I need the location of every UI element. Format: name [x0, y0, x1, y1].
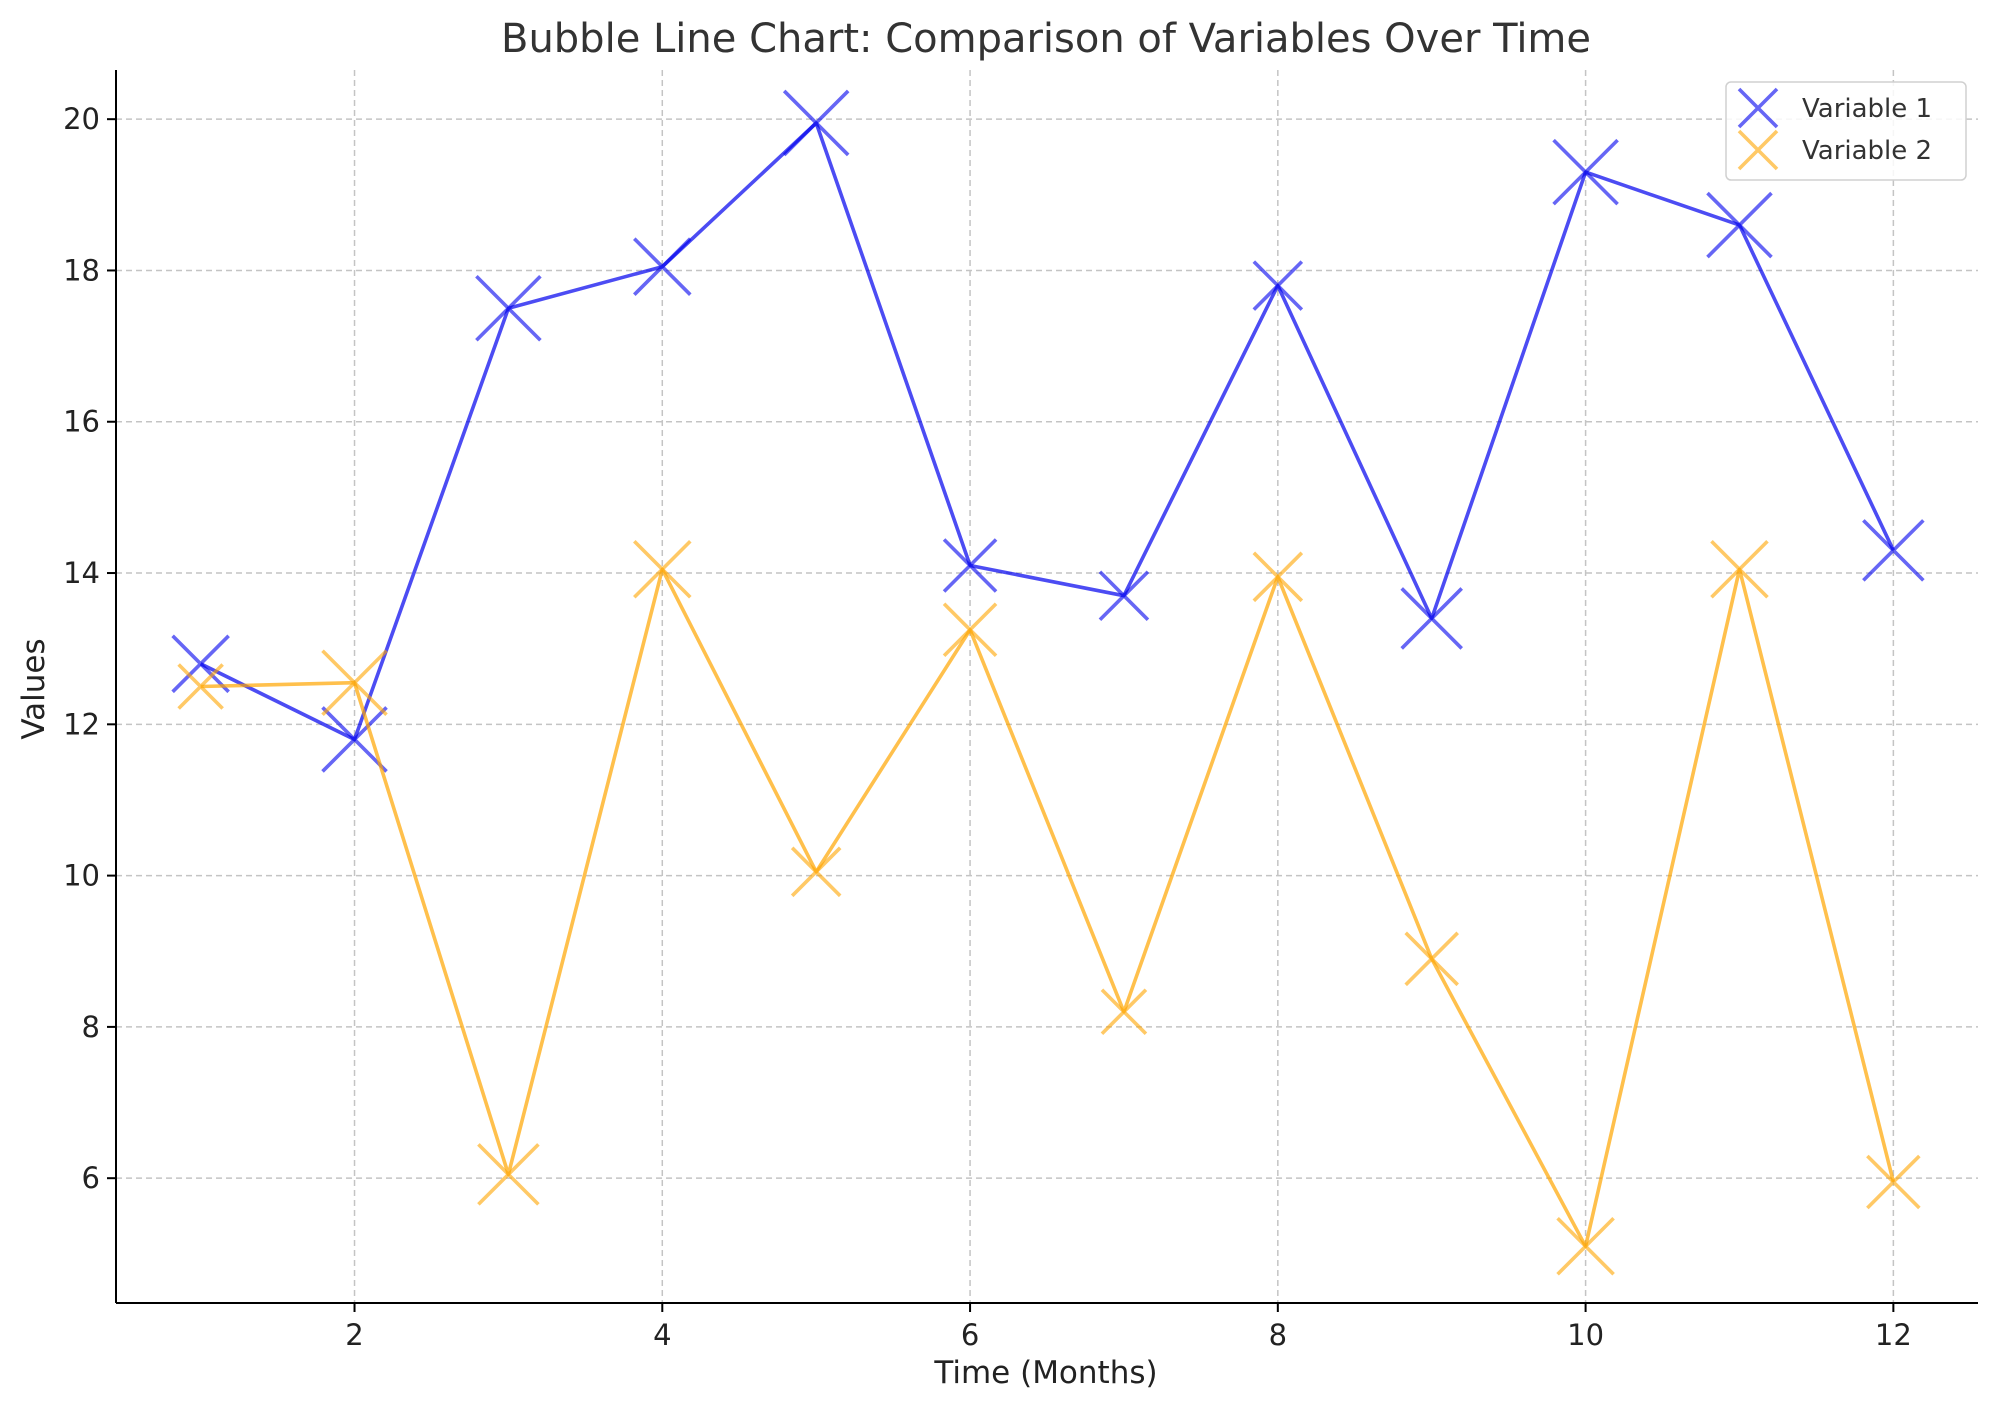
y-tick-label: 10 — [63, 859, 100, 893]
series-1 — [171, 89, 1925, 773]
x-tick-label: 8 — [1269, 1318, 1287, 1352]
y-tick-label: 12 — [63, 707, 100, 741]
data-point-marker — [1100, 988, 1148, 1036]
legend-label: Variable 2 — [1802, 136, 1932, 166]
x-tick-label: 10 — [1567, 1318, 1604, 1352]
data-point-marker — [1556, 1216, 1615, 1276]
data-point-marker — [1710, 539, 1769, 599]
grid — [116, 70, 1978, 1303]
x-tick-label: 2 — [345, 1318, 363, 1352]
series-line — [200, 567, 1896, 1249]
data-point-marker — [177, 663, 224, 710]
data-point-marker — [1400, 587, 1463, 650]
data-point-marker — [942, 538, 998, 593]
y-tick-label: 6 — [82, 1161, 100, 1195]
x-tick-label: 4 — [653, 1318, 671, 1352]
legend: Variable 1 Variable 2 — [1725, 81, 1967, 181]
data-point-marker — [1552, 138, 1619, 206]
x-tick-label: 6 — [961, 1318, 979, 1352]
y-tick-label: 14 — [63, 556, 100, 590]
legend-marker — [1737, 129, 1779, 171]
data-point-marker — [1252, 260, 1304, 311]
data-point-marker — [477, 1143, 540, 1206]
data-point-marker — [321, 649, 388, 716]
series-2 — [177, 539, 1921, 1276]
axes — [115, 70, 1978, 1304]
data-point-marker — [942, 602, 998, 658]
legend-entry: Variable 1 — [1737, 87, 1932, 129]
data-point-marker — [790, 846, 842, 898]
data-point-marker — [321, 706, 388, 773]
legend-label: Variable 1 — [1802, 94, 1932, 124]
data-point-marker — [633, 237, 692, 296]
ticks: 2 4 6 8 10 12 6 8 10 12 14 16 18 20 — [63, 102, 1912, 1352]
y-tick-label: 18 — [63, 253, 100, 287]
legend-box — [1725, 81, 1967, 181]
data-point-marker — [1252, 551, 1304, 603]
data-point-marker — [1098, 570, 1150, 621]
y-tick-label: 20 — [63, 102, 100, 136]
y-tick-label: 16 — [63, 405, 100, 439]
chart-title: Bubble Line Chart: Comparison of Variabl… — [501, 16, 1591, 62]
x-tick-label: 12 — [1875, 1318, 1912, 1352]
data-point-marker — [782, 89, 850, 157]
data-point-marker — [171, 634, 230, 694]
data-point-marker — [1862, 519, 1925, 582]
legend-entry: Variable 2 — [1737, 129, 1932, 171]
data-point-marker — [1706, 191, 1773, 259]
y-axis-label: Values — [16, 638, 52, 739]
legend-marker — [1737, 87, 1779, 129]
y-tick-label: 8 — [82, 1010, 100, 1044]
data-point-marker — [1866, 1154, 1921, 1210]
series-group — [171, 89, 1925, 1276]
data-point-marker — [475, 275, 542, 342]
x-axis-label: Time (Months) — [933, 1355, 1157, 1391]
series-line — [199, 121, 1896, 742]
data-point-marker — [633, 539, 692, 599]
data-point-marker — [1404, 931, 1459, 987]
